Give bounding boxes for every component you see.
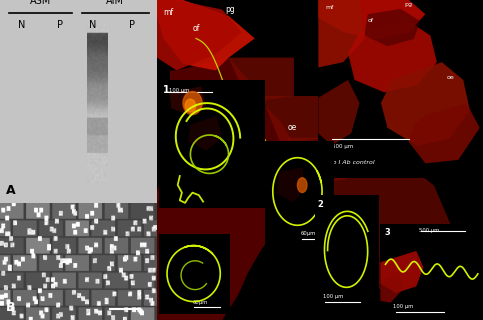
Text: oe: oe <box>447 75 455 80</box>
Polygon shape <box>318 0 426 39</box>
Polygon shape <box>277 167 306 202</box>
Text: pg: pg <box>226 5 235 14</box>
Text: 2: 2 <box>250 139 256 148</box>
Polygon shape <box>157 0 255 70</box>
Text: N: N <box>18 20 26 30</box>
Text: P: P <box>129 20 135 30</box>
Text: oe: oe <box>287 123 297 132</box>
Text: 100 μm: 100 μm <box>169 88 189 93</box>
Polygon shape <box>318 0 365 68</box>
Circle shape <box>183 92 202 115</box>
Polygon shape <box>157 58 304 320</box>
Text: 60μm: 60μm <box>300 231 315 236</box>
Text: N: N <box>89 20 96 30</box>
Polygon shape <box>188 116 222 150</box>
Polygon shape <box>169 86 206 116</box>
Text: mf: mf <box>163 8 173 17</box>
Circle shape <box>298 178 307 193</box>
Text: 100 μm: 100 μm <box>393 304 413 309</box>
Text: of: of <box>193 24 200 33</box>
Polygon shape <box>380 274 403 303</box>
Text: of: of <box>368 18 374 23</box>
Text: 1: 1 <box>163 85 170 95</box>
Text: pg: pg <box>404 2 412 7</box>
Text: 3: 3 <box>384 228 390 237</box>
Polygon shape <box>365 9 420 46</box>
Polygon shape <box>157 0 242 70</box>
Text: No I Ab control: No I Ab control <box>328 160 375 165</box>
Polygon shape <box>381 62 470 146</box>
Text: A: A <box>6 184 16 197</box>
Text: 60μm: 60μm <box>192 300 208 305</box>
Text: AIM: AIM <box>106 0 125 6</box>
Text: C: C <box>160 294 170 307</box>
Polygon shape <box>380 251 424 293</box>
Text: 500 μm: 500 μm <box>419 228 440 233</box>
Polygon shape <box>313 160 451 294</box>
Text: 100 μm: 100 μm <box>323 294 343 299</box>
Text: 500 μm: 500 μm <box>331 144 353 149</box>
Text: B: B <box>6 301 16 314</box>
Polygon shape <box>348 21 437 92</box>
Text: mf: mf <box>325 5 333 10</box>
Polygon shape <box>261 96 327 144</box>
Circle shape <box>185 99 196 112</box>
Text: 3: 3 <box>353 158 358 167</box>
Text: 2: 2 <box>318 200 324 209</box>
Text: ASM: ASM <box>30 0 51 6</box>
Polygon shape <box>229 58 294 102</box>
Text: P: P <box>57 20 63 30</box>
Polygon shape <box>287 138 346 186</box>
Polygon shape <box>318 80 359 146</box>
Polygon shape <box>409 103 480 164</box>
Text: 1: 1 <box>243 91 249 100</box>
